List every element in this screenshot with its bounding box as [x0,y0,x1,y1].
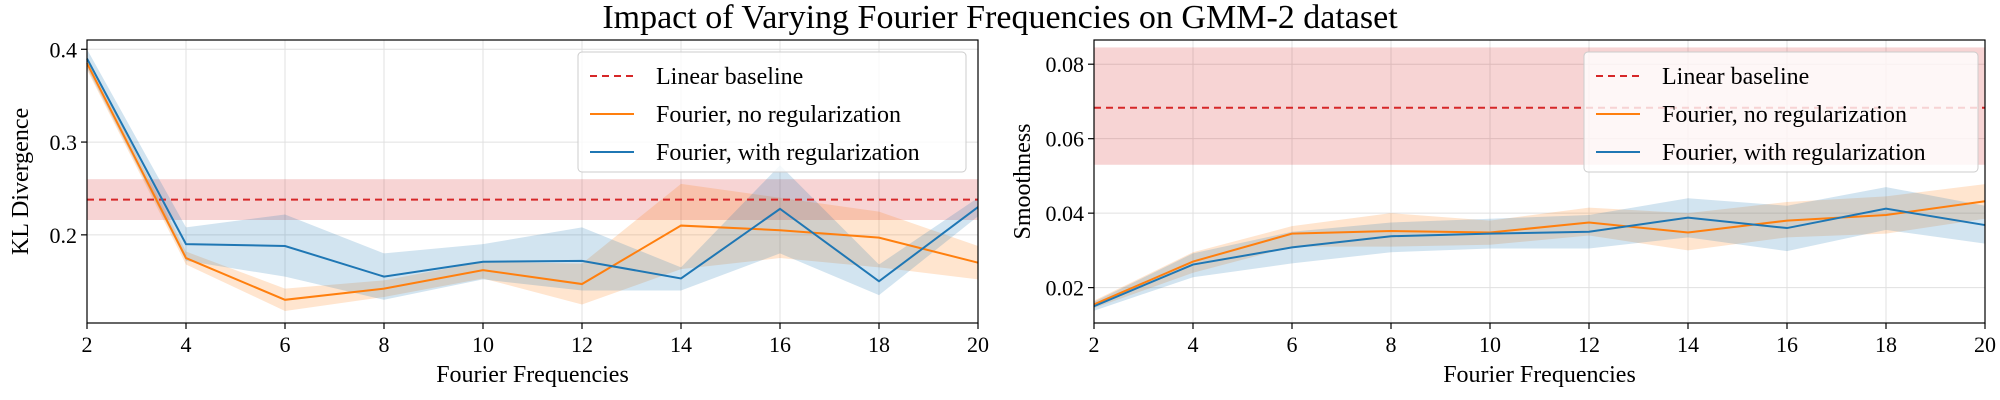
figure-title: Impact of Varying Fourier Frequencies on… [602,0,1398,36]
y-tick-label: 0.04 [1046,201,1085,226]
y-tick-label: 0.02 [1046,276,1085,301]
x-tick-label: 6 [280,332,291,357]
y-tick-label: 0.3 [50,130,78,155]
kl-divergence-chart: 2 4 6 8 10 12 14 16 18 20 0.2 0.3 0.4 Fourier Frequen… [8,37,989,388]
confidence-band-with-reg [1094,187,1985,311]
x-tick-label: 16 [769,332,791,357]
x-tick-label: 8 [1386,332,1397,357]
y-tick-label: 0.2 [50,223,78,248]
confidence-band-no-reg [1094,184,1985,309]
x-tick-label: 6 [1287,332,1298,357]
legend-label: Fourier, with regularization [656,140,920,166]
series-line-with-reg [86,58,979,283]
x-tick-label: 2 [1089,332,1100,357]
y-axis-label: KL Divergence [8,108,34,255]
legend-label: Linear baseline [1662,64,1809,90]
legend-label: Fourier, no regularization [656,102,901,128]
x-axis-label: Fourier Frequencies [1443,362,1636,388]
legend-label: Linear baseline [656,64,803,90]
confidence-band-no-reg [87,56,978,311]
legend-label: Fourier, no regularization [1662,102,1907,128]
x-tick-label: 12 [1578,332,1600,357]
confidence-band-with-reg [87,49,978,300]
x-tick-label: 18 [868,332,890,357]
x-tick-label: 14 [670,332,692,357]
y-axis-label: Smoothness [1010,123,1036,239]
legend-label: Fourier, with regularization [1662,140,1926,166]
x-tick-label: 2 [82,332,93,357]
axes-frame [1093,39,1986,324]
x-tick-label: 4 [181,332,192,357]
series-line-with-reg [1093,207,1986,308]
x-tick-label: 10 [472,332,494,357]
series-line-no-reg [86,62,979,301]
x-tick-label: 18 [1875,332,1897,357]
smoothness-chart: 2 4 6 8 10 12 14 16 18 20 0.02 0.04 0.06 0.08 Fourier … [1010,39,1996,388]
x-axis-label: Fourier Frequencies [436,362,629,388]
x-tick-label: 8 [379,332,390,357]
x-tick-label: 20 [967,332,989,357]
legend-box [1583,51,1979,173]
axes-frame [86,39,979,324]
x-tick-label: 20 [1974,332,1996,357]
x-tick-label: 10 [1479,332,1501,357]
legend-box [577,51,967,173]
legend: Linear baseline Fourier, no regularizatio… [577,51,967,173]
x-tick-label: 16 [1776,332,1798,357]
legend: Linear baseline Fourier, no regularizatio… [1583,51,1979,173]
x-tick-label: 12 [571,332,593,357]
x-tick-label: 14 [1677,332,1699,357]
y-tick-label: 0.06 [1046,127,1085,152]
x-tick-label: 4 [1188,332,1199,357]
y-tick-label: 0.4 [50,37,78,62]
y-tick-label: 0.08 [1046,52,1085,77]
